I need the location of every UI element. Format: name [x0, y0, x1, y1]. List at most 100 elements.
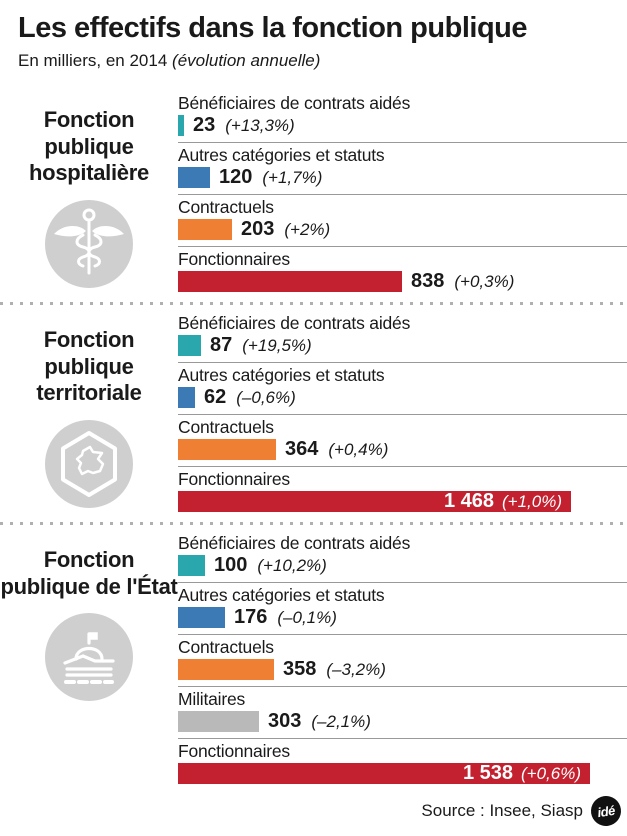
bar-line: 1 538 (+0,6%) [178, 762, 627, 785]
bar-value: 87 [210, 334, 233, 357]
section-divider [0, 302, 627, 306]
bar-gray [178, 711, 259, 733]
row-separator [178, 466, 627, 468]
bar-row: Fonctionnaires 1 468 (+1,0%) [178, 469, 627, 513]
section-header-territoriale: Fonction publique territoriale [0, 313, 178, 514]
bar-value: 23 [193, 114, 216, 137]
bar-change: (–3,2%) [326, 659, 386, 679]
bar-value: 838 [411, 270, 445, 293]
bar-red: 1 468 (+1,0%) [178, 490, 571, 513]
bar-line: 176 (–0,1%) [178, 606, 627, 629]
bar-label: Fonctionnaires [178, 741, 290, 762]
bar-change: (–2,1%) [311, 711, 371, 731]
section-bars: Bénéficiaires de contrats aidés 87 (+19,5%… [178, 313, 627, 514]
bar-line: 100 (+10,2%) [178, 554, 627, 577]
section-etat: Fonction publique de l'État Bénéficiaire… [0, 533, 627, 786]
bar-change: (+0,6%) [521, 763, 581, 783]
section-title: Fonction publique hospitalière [29, 107, 149, 186]
bar-value: 1 468 [443, 490, 494, 513]
section-header-etat: Fonction publique de l'État [0, 533, 178, 786]
bar-label: Fonctionnaires [178, 249, 290, 270]
section-icon-wrap [45, 199, 133, 288]
bar-row: Bénéficiaires de contrats aidés 87 (+19,5%… [178, 313, 627, 364]
bar-row: Fonctionnaires 838 (+0,3%) [178, 249, 627, 293]
bar-value: 176 [234, 606, 268, 629]
bar-row: Autres catégories et statuts 62 (–0,6%) [178, 365, 627, 416]
caduceus-icon [45, 199, 133, 288]
section-divider [0, 522, 627, 526]
hexagon-france-icon [45, 419, 133, 508]
row-separator [178, 246, 627, 248]
bar-change: (–0,1%) [277, 607, 337, 627]
bar-line: 838 (+0,3%) [178, 270, 627, 293]
bar-row: Autres catégories et statuts 120 (+1,7%) [178, 145, 627, 196]
bar-orange [178, 219, 232, 241]
bar-value: 203 [241, 218, 275, 241]
row-separator [178, 142, 627, 144]
bar-label: Militaires [178, 689, 246, 710]
bar-label: Bénéficiaires de contrats aidés [178, 533, 411, 554]
bar-label: Contractuels [178, 417, 274, 438]
bar-value: 100 [214, 554, 248, 577]
bar-change: (+19,5%) [242, 335, 312, 355]
bar-teal [178, 555, 205, 577]
bar-label: Bénéficiaires de contrats aidés [178, 93, 411, 114]
bar-line: 203 (+2%) [178, 218, 627, 241]
subtitle-unit: En milliers, en 2014 [18, 51, 168, 71]
section-bars: Bénéficiaires de contrats aidés 23 (+13,3%… [178, 93, 627, 294]
bar-line: 364 (+0,4%) [178, 438, 627, 461]
bar-orange [178, 659, 274, 681]
bar-change: (+0,4%) [328, 439, 389, 459]
bar-value: 303 [268, 710, 302, 733]
bar-line: 87 (+19,5%) [178, 334, 627, 357]
bar-change: (+0,3%) [454, 271, 515, 291]
bar-label: Bénéficiaires de contrats aidés [178, 313, 411, 334]
bar-teal [178, 335, 201, 357]
ide-logo: idé [589, 794, 623, 829]
bar-row: Autres catégories et statuts 176 (–0,1%) [178, 585, 627, 636]
bar-change: (+13,3%) [225, 115, 295, 135]
bar-label: Contractuels [178, 197, 274, 218]
subtitle-note: (évolution annuelle) [167, 51, 321, 71]
section-icon-wrap [45, 613, 133, 702]
bar-label: Autres catégories et statuts [178, 585, 385, 606]
section-header-hospitaliere: Fonction publique hospitalière [0, 93, 178, 294]
bar-line: 23 (+13,3%) [178, 114, 627, 137]
row-separator [178, 634, 627, 636]
row-separator [178, 362, 627, 364]
bar-line: 120 (+1,7%) [178, 166, 627, 189]
footer: Source : Insee, Siasp idé [0, 794, 627, 829]
bar-value: 364 [285, 438, 319, 461]
section-title: Fonction publique de l'État [0, 547, 178, 599]
chart-sections: Fonction publique hospitalière Bénéficia… [0, 93, 627, 786]
bar-change: (+1,0%) [502, 491, 562, 511]
bar-label: Contractuels [178, 637, 274, 658]
bar-row: Contractuels 358 (–3,2%) [178, 637, 627, 688]
bar-value: 358 [283, 658, 317, 681]
bar-row: Militaires 303 (–2,1%) [178, 689, 627, 740]
bar-value: 1 538 [462, 762, 513, 785]
bar-blue [178, 607, 225, 629]
bar-blue [178, 167, 210, 189]
section-title: Fonction publique territoriale [36, 327, 142, 406]
row-separator [178, 194, 627, 196]
page-title: Les effectifs dans la fonction publique [18, 12, 528, 44]
bar-change: (+1,7%) [262, 167, 323, 187]
bar-red: 1 538 (+0,6%) [178, 762, 590, 785]
bar-row: Bénéficiaires de contrats aidés 100 (+10,2… [178, 533, 627, 584]
bar-line: 62 (–0,6%) [178, 386, 627, 409]
bar-value: 62 [204, 386, 227, 409]
bar-label: Fonctionnaires [178, 469, 290, 490]
bar-change: (–0,6%) [236, 387, 296, 407]
bar-row: Contractuels 364 (+0,4%) [178, 417, 627, 468]
section-bars: Bénéficiaires de contrats aidés 100 (+10,2… [178, 533, 627, 786]
bar-value: 120 [219, 166, 253, 189]
row-separator [178, 582, 627, 584]
section-territoriale: Fonction publique territoriale Bénéficia… [0, 313, 627, 514]
bar-teal [178, 115, 184, 137]
bar-line: 1 468 (+1,0%) [178, 490, 627, 513]
state-building-icon [45, 613, 133, 702]
row-separator [178, 738, 627, 740]
bar-row: Bénéficiaires de contrats aidés 23 (+13,3%… [178, 93, 627, 144]
bar-red [178, 271, 402, 293]
